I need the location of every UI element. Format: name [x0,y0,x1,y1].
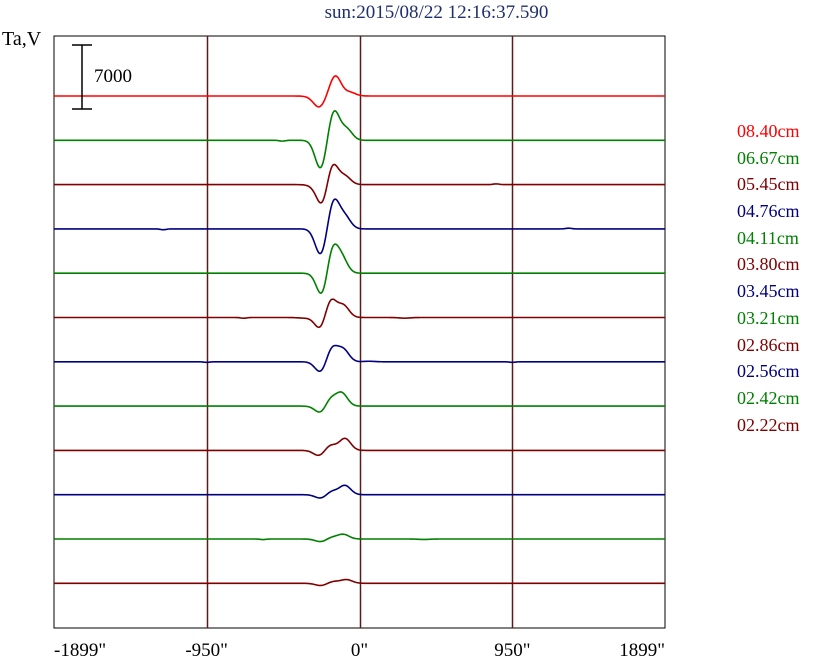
x-tick-label: -1899" [54,640,106,661]
x-tick-labels: -1899" -950" 0" 950" 1899" [54,640,665,661]
series-line-02.42cm [54,533,665,543]
series-line-06.67cm [54,109,665,169]
plot-frame [53,35,666,629]
legend-entry: 04.11cm [737,227,799,248]
scale-bar: 7000 [72,44,132,110]
x-tick-label: 950" [494,640,530,661]
legend-entry: 03.80cm [737,254,800,275]
legend-entry: 02.56cm [737,361,800,382]
series-line-04.76cm [54,198,665,255]
x-tick-label: 1899" [619,640,665,661]
x-tick-label: -950" [185,640,228,661]
series-line-02.56cm [54,484,665,499]
legend-entry: 02.42cm [737,387,800,408]
legend-entry: 06.67cm [737,147,800,168]
trace-group [54,75,665,587]
series-line-03.21cm [54,391,665,413]
series-line-03.45cm [54,344,665,373]
legend: 08.40cm 06.67cm 05.45cm 04.76cm 04.11cm 03.80… [737,118,800,438]
x-tick-label: 0" [351,640,368,661]
legend-entry: 08.40cm [737,121,800,141]
series-line-08.40cm [54,75,665,108]
series-line-02.22cm [54,578,665,587]
series-line-05.45cm [54,163,665,204]
chart-title: sun:2015/08/22 12:16:37.590 [324,2,549,23]
legend-entry: 03.21cm [737,307,800,328]
legend-entry: 04.76cm [737,201,800,222]
legend-entry: 03.45cm [737,281,800,302]
series-line-04.11cm [54,243,665,295]
series-line-02.86cm [54,437,665,457]
legend-entry: 02.86cm [737,334,800,355]
legend-entry: 02.22cm [737,414,800,435]
y-axis-label: Ta,V [2,28,42,50]
series-line-03.80cm [54,298,665,329]
legend-entry: 05.45cm [737,174,800,195]
scale-bar-label: 7000 [94,66,132,87]
vertical-grid [206,36,514,628]
